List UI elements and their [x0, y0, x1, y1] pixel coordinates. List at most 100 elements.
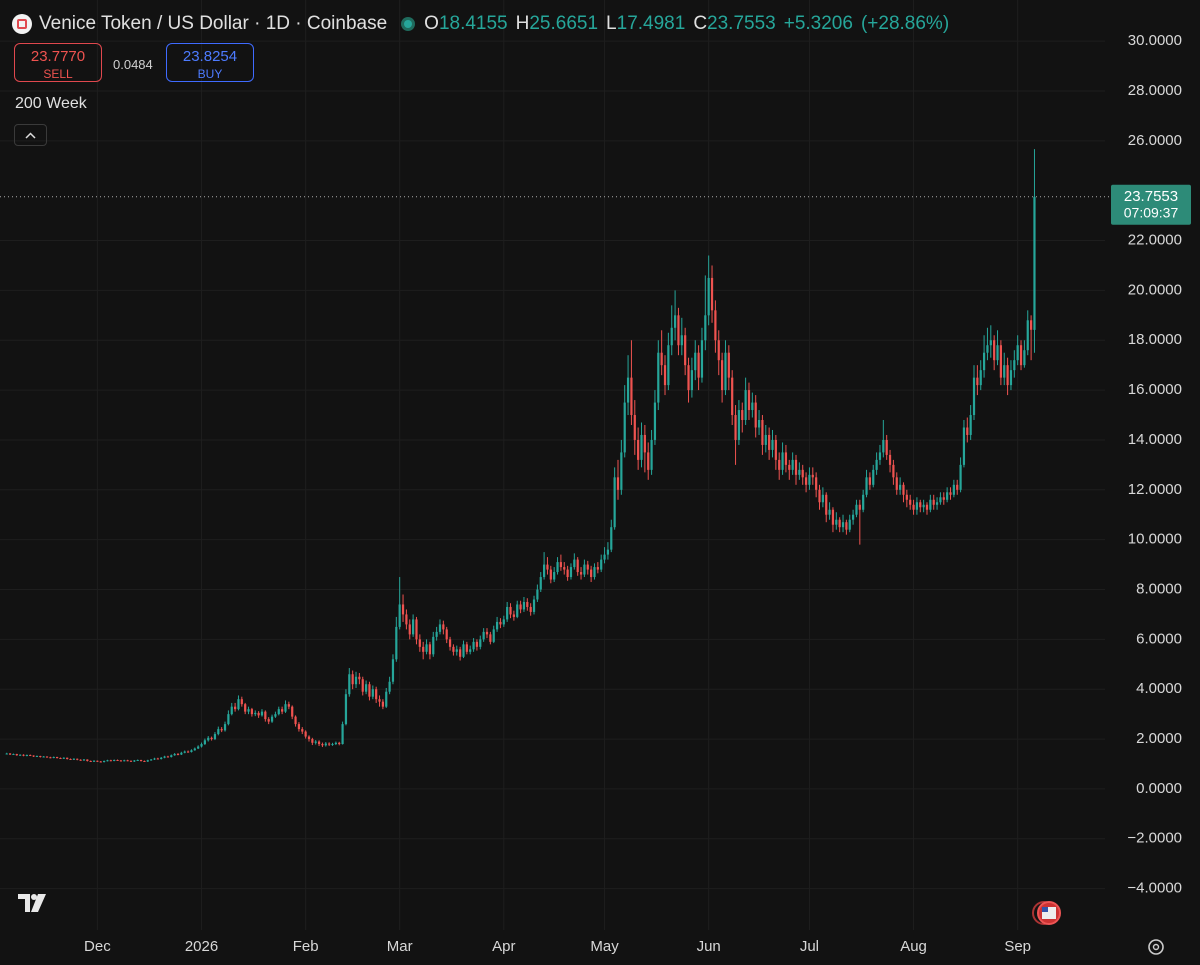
candle-body [294, 716, 297, 725]
candle-body [653, 402, 657, 440]
buy-price: 23.8254 [182, 48, 238, 65]
candle-body [935, 502, 939, 505]
candle-body [956, 484, 959, 490]
candle-body [482, 631, 485, 640]
candle-body [143, 760, 146, 762]
candle-body [677, 315, 680, 346]
candle-body [119, 760, 123, 762]
candle-body [1026, 320, 1029, 351]
candle-body [341, 724, 344, 745]
candle-body [452, 646, 455, 652]
y-tick-label: 12.0000 [1128, 481, 1182, 498]
ohlc-low: 17.4981 [616, 13, 686, 34]
candle-body [794, 459, 798, 475]
candle-body [472, 641, 475, 650]
candle-body [828, 509, 831, 515]
candle-body [113, 760, 116, 762]
candle-body [821, 494, 824, 503]
candle-body [311, 739, 314, 743]
candle-body [831, 509, 835, 525]
candle-body [579, 572, 583, 575]
candles [5, 149, 1036, 763]
settings-icon[interactable] [1145, 936, 1167, 958]
candle-body [408, 624, 411, 635]
candle-body [838, 519, 841, 528]
candle-body [344, 694, 348, 725]
candle-body [281, 709, 284, 712]
candle-body [647, 452, 650, 470]
candle-body [45, 756, 49, 758]
candle-body [694, 352, 697, 371]
candle-body [270, 716, 274, 722]
candle-body [667, 345, 670, 386]
candle-body [465, 644, 468, 652]
candle-body [680, 335, 683, 346]
candle-body [1003, 365, 1006, 378]
candle-body [321, 744, 324, 746]
collapse-button[interactable] [14, 124, 47, 146]
candle-body [150, 759, 153, 761]
tv-logo [18, 894, 46, 912]
ohlc-h-label: H [515, 13, 530, 34]
candle-body [415, 619, 418, 640]
candle-body [210, 737, 213, 740]
candle-body [929, 499, 932, 510]
candle-body [516, 604, 519, 617]
candle-body [186, 751, 190, 753]
candle-body [250, 709, 254, 715]
candle-body [781, 452, 784, 470]
candle-body [351, 674, 354, 685]
candle-body [623, 402, 626, 453]
candle-body [96, 760, 99, 762]
buy-button[interactable]: 23.8254 BUY [166, 43, 254, 82]
candle-body [553, 572, 556, 580]
candle-body [395, 626, 398, 660]
candle-body [129, 760, 133, 762]
sell-button[interactable]: 23.7770 SELL [14, 43, 102, 82]
candle-body [193, 748, 196, 751]
price-label: 23.7553 [1124, 188, 1178, 205]
candle-body [59, 758, 62, 760]
candle-body [764, 434, 767, 445]
candle-body [590, 569, 593, 578]
candle-body [912, 504, 915, 510]
candle-body [630, 377, 633, 416]
candle-body [475, 641, 479, 647]
candle-body [536, 589, 539, 600]
flag-icon[interactable] [1031, 899, 1065, 927]
candle-body [801, 469, 804, 478]
candle-body [851, 514, 855, 520]
candle-body [163, 756, 166, 758]
candle-body [919, 502, 922, 508]
candle-body [959, 464, 962, 490]
ohlc-open: 18.4155 [438, 13, 508, 34]
y-tick-label: 14.0000 [1128, 431, 1182, 448]
candle-body [556, 562, 559, 573]
y-tick-label: 2.0000 [1136, 730, 1182, 747]
candle-body [35, 756, 39, 758]
candle-body [223, 724, 227, 731]
candle-body [432, 636, 435, 655]
candle-body [875, 459, 878, 470]
candle-body [825, 494, 828, 515]
candle-body [203, 740, 206, 745]
candle-body [754, 402, 757, 428]
candle-body [727, 352, 730, 378]
candle-body [915, 502, 919, 510]
indicator-label[interactable]: 200 Week [15, 95, 87, 112]
ohlc-close: 23.7553 [707, 13, 776, 34]
candle-body [381, 701, 384, 707]
candle-body [82, 759, 86, 761]
candle-body [993, 340, 996, 361]
candle-body [868, 477, 872, 485]
symbol-title[interactable]: Venice Token / US Dollar · 1D · Coinbase [39, 13, 388, 34]
candle-body [267, 719, 270, 722]
y-tick-label: 16.0000 [1128, 381, 1182, 398]
candle-body [15, 754, 18, 756]
y-tick-label: 10.0000 [1128, 531, 1182, 548]
ohlc-high: 25.6651 [529, 13, 599, 34]
candle-body [811, 474, 814, 478]
candle-body [566, 569, 569, 578]
candle-body [156, 758, 159, 760]
candle-body [29, 755, 32, 757]
